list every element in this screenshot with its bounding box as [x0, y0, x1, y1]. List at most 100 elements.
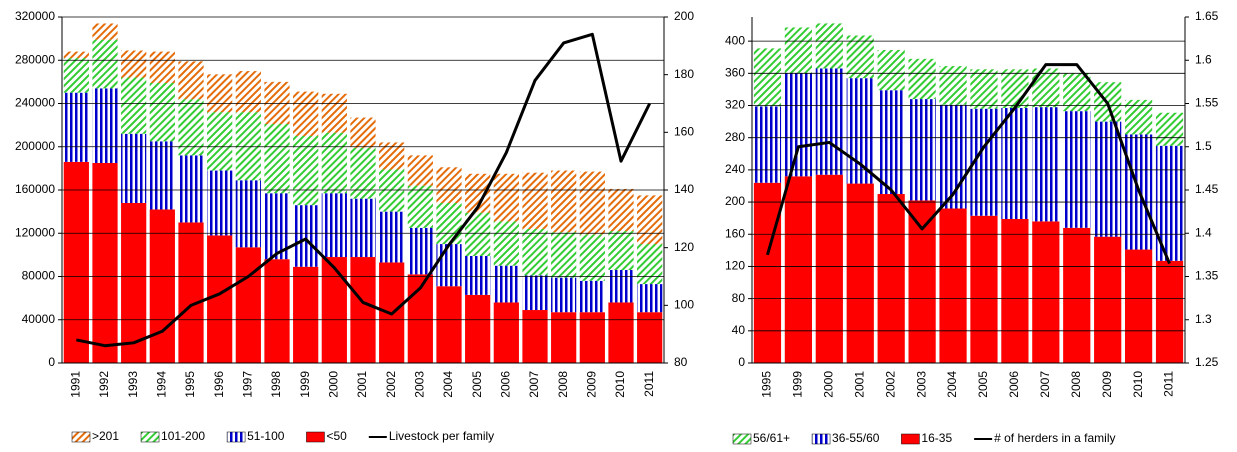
bar-segment — [121, 50, 147, 78]
y-tick-label: 80000 — [22, 269, 56, 283]
legend-label: Livestock per family — [389, 429, 494, 443]
bar-segment — [178, 155, 204, 223]
bar-segment — [815, 174, 843, 363]
bar-segment — [92, 23, 118, 40]
bar-segment — [1155, 112, 1184, 146]
bar-segment — [92, 39, 118, 89]
bar-segment — [579, 312, 605, 363]
x-tick-label: 1997 — [241, 371, 255, 398]
x-tick-label: 2003 — [914, 371, 928, 398]
y2-tick-label: 160 — [674, 125, 694, 139]
bar-segment — [784, 27, 813, 74]
legend-label: 36-55/60 — [832, 431, 880, 445]
y2-tick-label: 1.25 — [1195, 355, 1219, 369]
y2-tick-label: 180 — [674, 67, 694, 81]
bar-segment — [149, 51, 175, 83]
legend-entry: 36-55/60 — [811, 431, 880, 445]
bar-segment — [908, 99, 936, 201]
legend-label: <50 — [326, 429, 347, 443]
bar-segment — [350, 147, 376, 199]
bar-segment — [321, 257, 347, 363]
bar-segment — [908, 200, 936, 363]
bar-segment — [637, 284, 663, 313]
bar-segment — [1124, 99, 1153, 135]
bar-segment — [293, 91, 319, 136]
bar-segment — [1063, 227, 1091, 363]
legend-entry: Livestock per family — [368, 429, 494, 443]
bar-segment — [436, 244, 462, 287]
bar-segment — [235, 71, 261, 113]
bar-segment — [1063, 73, 1091, 112]
x-tick-label: 2009 — [1100, 371, 1114, 398]
bar-segment — [465, 294, 491, 363]
y-tick-label: 0 — [48, 355, 55, 369]
bar-segment — [815, 68, 843, 175]
legend-swatch — [306, 431, 325, 443]
x-tick-label: 1991 — [69, 371, 83, 398]
bar-segment — [1032, 68, 1060, 108]
x-tick-label: 2000 — [821, 371, 835, 398]
legend-swatch — [71, 431, 91, 443]
x-tick-label: 2001 — [852, 371, 866, 398]
x-tick-label: 1999 — [791, 371, 805, 398]
x-tick-label: 2007 — [527, 371, 541, 398]
bar-segment — [784, 176, 813, 363]
x-tick-label: 2009 — [585, 371, 599, 398]
legend-label: 51-100 — [247, 429, 285, 443]
bar-segment — [579, 234, 605, 281]
x-tick-label: 2006 — [1007, 371, 1021, 398]
bar-segment — [784, 73, 813, 177]
x-tick-label: 2011 — [1162, 371, 1176, 397]
legend-swatch — [811, 433, 831, 445]
bar-segment — [436, 286, 462, 363]
legend-label: 16-35 — [921, 431, 952, 445]
bar-segment — [350, 117, 376, 148]
bar-segment — [121, 202, 147, 363]
bar-segment — [293, 135, 319, 206]
y-tick-label: 280 — [725, 130, 745, 144]
y2-tick-label: 1.65 — [1195, 9, 1219, 23]
bar-segment — [637, 312, 663, 363]
bar-segment — [235, 180, 261, 248]
x-tick-label: 2007 — [1038, 371, 1052, 398]
bar-segment — [436, 202, 462, 245]
bar-segment — [522, 172, 548, 229]
bar-segment — [321, 193, 347, 258]
x-tick-label: 2002 — [384, 371, 398, 398]
bar-segment — [178, 99, 204, 156]
x-tick-label: 1998 — [269, 371, 283, 398]
y2-tick-label: 1.6 — [1195, 52, 1212, 66]
y-tick-label: 400 — [725, 33, 745, 47]
y-tick-label: 40000 — [22, 312, 56, 326]
bar-segment — [350, 257, 376, 363]
bar-segment — [908, 58, 936, 100]
bar-segment — [493, 173, 519, 222]
x-tick-label: 1992 — [97, 371, 111, 398]
bar-segment — [877, 90, 905, 195]
bar-segment — [1155, 260, 1184, 363]
bar-segment — [264, 81, 290, 125]
x-tick-label: 2010 — [1131, 371, 1145, 398]
bar-segment — [522, 275, 548, 311]
bar-segment — [608, 231, 634, 271]
bar-segment — [92, 162, 118, 363]
y2-tick-label: 1.45 — [1195, 182, 1219, 196]
bar-segment — [207, 170, 233, 236]
x-tick-label: 2005 — [976, 371, 990, 398]
legend-label: 101-200 — [161, 429, 205, 443]
y-tick-label: 200 — [725, 194, 745, 208]
bar-segment — [1094, 236, 1122, 363]
y-tick-label: 360 — [725, 65, 745, 79]
bar-segment — [149, 82, 175, 142]
x-tick-label: 2004 — [945, 371, 959, 398]
legend-label: >201 — [92, 429, 119, 443]
y2-tick-label: 100 — [674, 298, 694, 312]
bar-segment — [321, 93, 347, 133]
bar-segment — [379, 169, 405, 212]
legend-label: # of herders in a family — [994, 431, 1115, 445]
bar-segment — [939, 208, 967, 363]
y-tick-label: 120000 — [15, 225, 55, 239]
bar-segment — [1032, 107, 1060, 222]
bar-segment — [939, 66, 967, 105]
bar-segment — [63, 51, 89, 59]
